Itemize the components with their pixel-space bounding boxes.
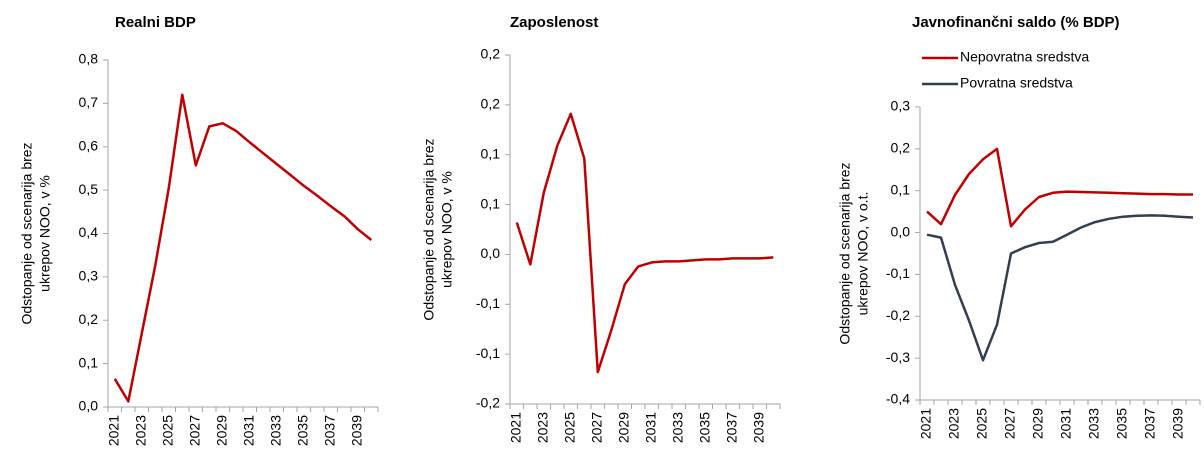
x-tick-label: 2037 — [1142, 408, 1158, 439]
chart-title: Zaposlenost — [510, 14, 598, 31]
y-tick-label: 0,3 — [891, 98, 911, 114]
y-tick-label: 0,5 — [79, 181, 99, 197]
y-tick-label: 0,2 — [481, 96, 501, 112]
data-line — [926, 214, 1194, 362]
y-tick-label: 0,2 — [481, 46, 501, 62]
y-axis-title: Odstopanje od scenarija brez — [837, 162, 853, 344]
x-tick-label: 2035 — [294, 415, 310, 446]
x-tick-label: 2025 — [974, 408, 990, 439]
x-tick-label: 2021 — [105, 415, 121, 446]
y-tick-label: -0,2 — [886, 307, 910, 323]
x-tick-label: 2033 — [267, 415, 283, 446]
x-tick-label: 2033 — [669, 412, 685, 443]
legend-label: Nepovratna sredstva — [960, 49, 1089, 65]
chart-title: Javnofinančni saldo (% BDP) — [912, 14, 1120, 31]
x-tick-label: 2029 — [1030, 408, 1046, 439]
y-tick-label: 0,7 — [79, 94, 99, 110]
x-tick-label: 2029 — [213, 415, 229, 446]
y-tick-label: 0,2 — [79, 311, 99, 327]
x-tick-label: 2029 — [615, 412, 631, 443]
y-tick-label: 0,1 — [481, 195, 501, 211]
x-tick-label: 2023 — [946, 408, 962, 439]
y-tick-label: 0,0 — [481, 245, 501, 261]
x-tick-label: 2025 — [561, 412, 577, 443]
y-axis-title: ukrepov NOO, v o.t. — [855, 192, 871, 316]
x-tick-label: 2031 — [240, 415, 256, 446]
y-tick-label: 0,6 — [79, 137, 99, 153]
x-tick-label: 2035 — [696, 412, 712, 443]
y-axis-title: ukrepov NOO, v % — [37, 175, 53, 292]
x-tick-label: 2023 — [534, 412, 550, 443]
data-line — [926, 147, 1193, 228]
y-tick-label: -0,2 — [476, 395, 500, 411]
x-tick-label: 2021 — [507, 412, 523, 443]
y-tick-label: 0,1 — [79, 354, 99, 370]
y-tick-label: -0,1 — [476, 345, 500, 361]
y-axis-title: Odstopanje od scenarija brez — [19, 142, 35, 324]
x-tick-label: 2039 — [1170, 408, 1186, 439]
y-tick-label: -0,4 — [886, 391, 910, 407]
y-axis-title: Odstopanje od scenarija brez — [421, 138, 437, 320]
x-tick-label: 2031 — [642, 412, 658, 443]
y-tick-label: 0,1 — [481, 145, 501, 161]
y-tick-label: 0,2 — [891, 140, 911, 156]
legend-label: Povratna sredstva — [960, 75, 1073, 91]
x-tick-label: 2031 — [1058, 408, 1074, 439]
y-tick-label: 0,1 — [891, 181, 911, 197]
chart-title: Realni BDP — [115, 14, 196, 31]
x-tick-label: 2033 — [1086, 408, 1102, 439]
x-tick-label: 2025 — [159, 415, 175, 446]
x-tick-label: 2027 — [588, 412, 604, 443]
x-tick-label: 2039 — [750, 412, 766, 443]
y-tick-label: 0,8 — [79, 51, 99, 67]
x-tick-label: 2037 — [321, 415, 337, 446]
y-tick-label: -0,1 — [476, 295, 500, 311]
y-tick-label: 0,4 — [79, 224, 99, 240]
y-axis-title: ukrepov NOO, v % — [439, 171, 455, 288]
data-line — [113, 93, 373, 403]
x-tick-label: 2021 — [918, 408, 934, 439]
y-tick-label: -0,3 — [886, 349, 910, 365]
y-tick-label: -0,1 — [886, 265, 910, 281]
x-tick-label: 2027 — [186, 415, 202, 446]
x-tick-label: 2023 — [132, 415, 148, 446]
x-tick-label: 2027 — [1002, 408, 1018, 439]
x-tick-label: 2039 — [348, 415, 364, 446]
y-tick-label: 0,0 — [79, 398, 99, 414]
y-tick-label: 0,3 — [79, 268, 99, 284]
x-tick-label: 2037 — [723, 412, 739, 443]
data-line — [515, 112, 774, 374]
x-tick-label: 2035 — [1114, 408, 1130, 439]
y-tick-label: 0,0 — [891, 223, 911, 239]
